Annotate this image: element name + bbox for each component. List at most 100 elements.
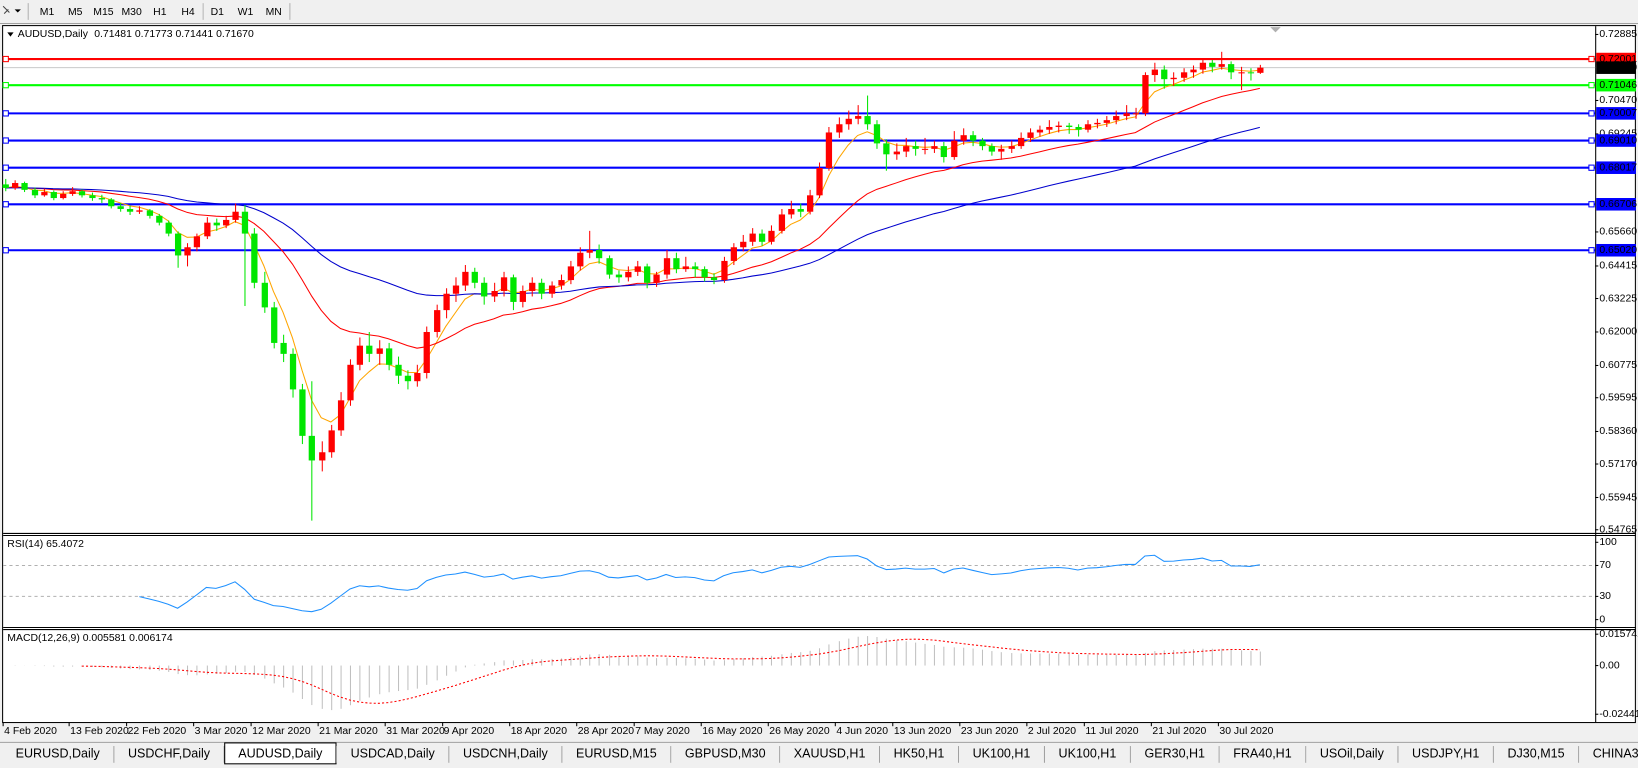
tab-background[interactable] [1579, 745, 1638, 763]
candle-body [299, 389, 306, 436]
candle-body [60, 193, 67, 199]
tab-background[interactable] [1044, 745, 1130, 763]
tab-label[interactable]: USDCNH,Daily [463, 747, 549, 761]
tab-label[interactable]: USDCHF,Daily [128, 747, 211, 761]
tab-label[interactable]: EURUSD,Daily [16, 747, 101, 761]
tab-label[interactable]: XAUUSD,H1 [794, 747, 866, 761]
symbol-tab[interactable]: DJ30,M15 [1493, 745, 1580, 763]
timeframe-label[interactable]: M30 [121, 7, 141, 18]
tab-background[interactable] [959, 745, 1044, 763]
candle-body [376, 348, 383, 354]
candle-body [146, 210, 154, 216]
timeframe-button[interactable] [89, 2, 117, 21]
tab-label[interactable]: FRA40,H1 [1233, 747, 1291, 761]
timeframe-button[interactable] [231, 2, 260, 21]
timeframe-button[interactable] [33, 2, 61, 21]
tab-background[interactable] [1130, 745, 1219, 763]
tab-label[interactable]: CHINA300,H4 [1593, 747, 1638, 761]
y-tick-label: 0.59595 [1599, 392, 1637, 403]
symbol-tab[interactable]: XAUUSD,H1 [780, 745, 881, 763]
symbol-tab[interactable]: USDCAD,Daily [337, 745, 450, 763]
symbol-tab[interactable]: USDCNH,Daily [449, 745, 563, 763]
candle-body [108, 199, 115, 207]
macd-signal-line [81, 638, 1260, 704]
symbol-tab[interactable]: USDJPY,H1 [1398, 745, 1494, 763]
tab-background[interactable] [562, 745, 671, 763]
candle-body [50, 192, 57, 199]
symbol-tab[interactable]: FRA40,H1 [1219, 745, 1307, 763]
y-tick-label: 0.70470 [1599, 95, 1637, 106]
tab-label[interactable]: EURUSD,M15 [576, 747, 657, 761]
x-tick-label: 11 Jul 2020 [1085, 726, 1138, 737]
timeframe-button[interactable] [260, 2, 288, 21]
timeframe-label[interactable]: W1 [238, 7, 254, 18]
ohlc-values: 0.71481 0.71773 0.71441 0.71670 [94, 29, 254, 40]
tab-background[interactable] [1493, 745, 1579, 763]
tab-background[interactable] [2, 745, 114, 763]
y-tick-label: 0.55945 [1599, 492, 1637, 503]
tab-background[interactable] [671, 745, 780, 763]
tab-label[interactable]: DJ30,M15 [1508, 747, 1565, 761]
tab-background[interactable] [1219, 745, 1306, 763]
toolbar [0, 0, 1638, 23]
symbol-tab[interactable]: GBPUSD,M30 [671, 745, 781, 763]
timeframe-button[interactable] [146, 2, 174, 21]
symbol-tab[interactable]: GER30,H1 [1130, 745, 1220, 763]
tab-label[interactable]: HK50,H1 [894, 747, 945, 761]
timeframe-button[interactable] [61, 2, 89, 21]
rsi-tick-label: 0 [1599, 614, 1605, 625]
candle-body [883, 143, 890, 155]
candle-body [184, 247, 191, 256]
candle-body [385, 348, 393, 365]
tab-label[interactable]: UK100,H1 [1059, 747, 1117, 761]
tab-label[interactable]: USOil,Daily [1320, 747, 1385, 761]
tab-label[interactable]: USDJPY,H1 [1412, 747, 1479, 761]
chart-tool-icon[interactable] [2, 5, 10, 14]
tab-label[interactable]: GBPUSD,M30 [685, 747, 766, 761]
symbol-tab[interactable]: UK100,H1 [1044, 745, 1131, 763]
timeframe-label[interactable]: M15 [93, 7, 113, 18]
symbol-tab[interactable]: EURUSD,M15 [562, 745, 672, 763]
symbol-tab[interactable]: EURUSD,Daily [2, 745, 115, 763]
symbol-tab[interactable]: AUDUSD,Daily [224, 742, 338, 765]
timeframe-label[interactable]: H4 [181, 7, 195, 18]
candle-body [644, 266, 651, 283]
timeframe-label[interactable]: MN [266, 7, 282, 18]
timeframe-label[interactable]: D1 [211, 7, 225, 18]
timeframe-button[interactable] [174, 2, 202, 21]
candle-body [232, 211, 239, 220]
timeframe-label[interactable]: H1 [153, 7, 167, 18]
tab-label[interactable]: AUDUSD,Daily [238, 747, 323, 761]
tab-label[interactable]: GER30,H1 [1145, 747, 1206, 761]
candle-body [21, 183, 28, 190]
tab-background[interactable] [880, 745, 958, 763]
symbol-tab[interactable]: USOil,Daily [1306, 745, 1399, 763]
symbol-tab[interactable]: HK50,H1 [880, 745, 960, 763]
symbol-menu-arrow[interactable] [7, 32, 14, 37]
candle-body [500, 277, 508, 291]
tab-background[interactable] [780, 745, 879, 763]
chart-shift-marker[interactable] [1270, 27, 1281, 33]
symbol-tab[interactable]: CHINA300,H4 [1579, 745, 1638, 763]
candle-body [1027, 132, 1034, 138]
tab-label[interactable]: UK100,H1 [973, 747, 1031, 761]
timeframe-label[interactable]: M1 [40, 7, 55, 18]
tab-background[interactable] [337, 745, 449, 763]
candle-body [404, 375, 412, 382]
symbol-tab[interactable]: USDCHF,Daily [114, 745, 225, 763]
timeframe-button[interactable] [203, 2, 231, 21]
candle-body [241, 211, 249, 234]
candle-body [462, 271, 469, 286]
tab-background[interactable] [1398, 745, 1493, 763]
tab-background[interactable] [114, 745, 224, 763]
dropdown-arrow[interactable] [14, 9, 21, 13]
candle-body [414, 372, 421, 382]
timeframe-label[interactable]: M5 [68, 7, 83, 18]
timeframe-button[interactable] [118, 2, 146, 21]
level-price-label: 0.68017 [1599, 162, 1637, 173]
tab-label[interactable]: USDCAD,Daily [351, 747, 436, 761]
candle-body [682, 266, 689, 270]
tab-background[interactable] [1306, 745, 1398, 763]
tab-background[interactable] [449, 745, 562, 763]
symbol-tab[interactable]: UK100,H1 [959, 745, 1045, 763]
